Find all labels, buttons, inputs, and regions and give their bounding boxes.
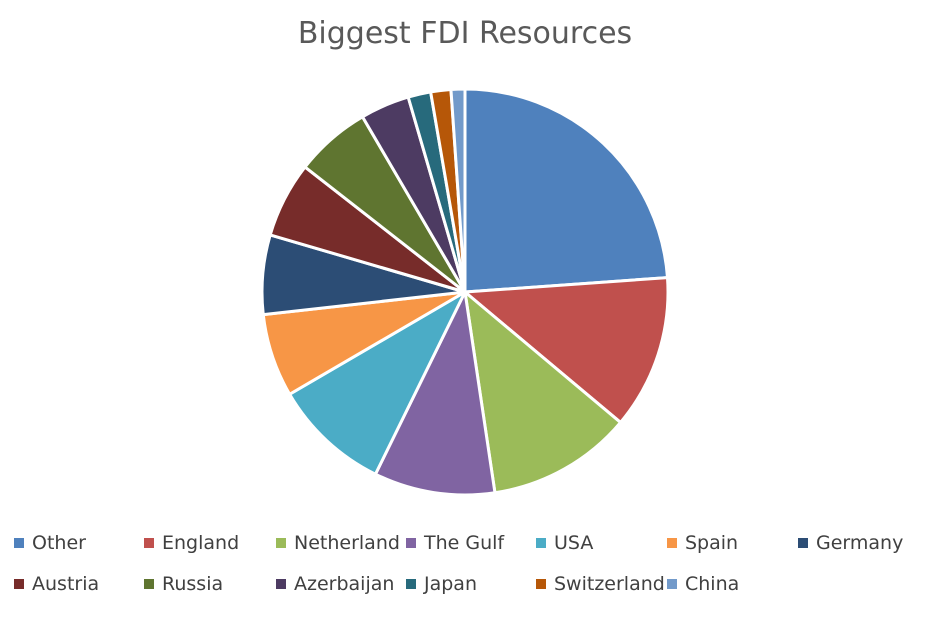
legend-swatch [144,538,154,548]
legend-item-usa: USA [536,532,593,554]
legend-label: England [162,532,240,554]
pie-slice-the-gulf [373,290,497,497]
chart-title: Biggest FDI Resources [297,16,633,51]
legend-swatch [144,579,154,589]
legend-item-russia: Russia [144,573,223,595]
legend-item-spain: Spain [667,532,738,554]
legend-swatch [798,538,808,548]
legend-label: Azerbaijan [294,573,395,595]
legend-swatch [14,538,24,548]
legend-label: Austria [32,573,100,595]
legend-item-japan: Japan [406,573,477,595]
legend-swatch [536,538,546,548]
legend-item-germany: Germany [798,532,903,554]
legend-item-netherland: Netherland [276,532,400,554]
legend-item-other: Other [14,532,86,554]
legend-label: Switzerland [554,573,665,595]
pie-slice-china [449,87,467,294]
pie-slice-usa [288,290,467,476]
legend-label: Russia [162,573,224,595]
legend-label: Japan [424,573,477,595]
legend-label: USA [554,532,594,554]
legend-swatch [406,579,416,589]
legend-label: Spain [685,532,739,554]
pie-slice-netherland [463,290,623,495]
legend-label: Germany [816,532,904,554]
legend-swatch [536,579,546,589]
legend-label: Other [32,532,86,554]
legend-item-the-gulf: The Gulf [406,532,504,554]
legend-swatch [276,538,286,548]
legend-label: China [685,573,740,595]
legend-item-china: China [667,573,739,595]
legend-label: Netherland [294,532,400,554]
legend-swatch [14,579,24,589]
legend-item-austria: Austria [14,573,99,595]
legend-swatch [276,579,286,589]
legend-item-azerbaijan: Azerbaijan [276,573,394,595]
legend-swatch [667,579,677,589]
legend-swatch [406,538,416,548]
pie-slice-england [463,276,670,424]
legend-swatch [667,538,677,548]
legend-item-england: England [144,532,239,554]
legend-label: The Gulf [424,532,505,554]
legend-item-switzerland: Switzerland [536,573,665,595]
pie-slice-other [463,87,669,294]
